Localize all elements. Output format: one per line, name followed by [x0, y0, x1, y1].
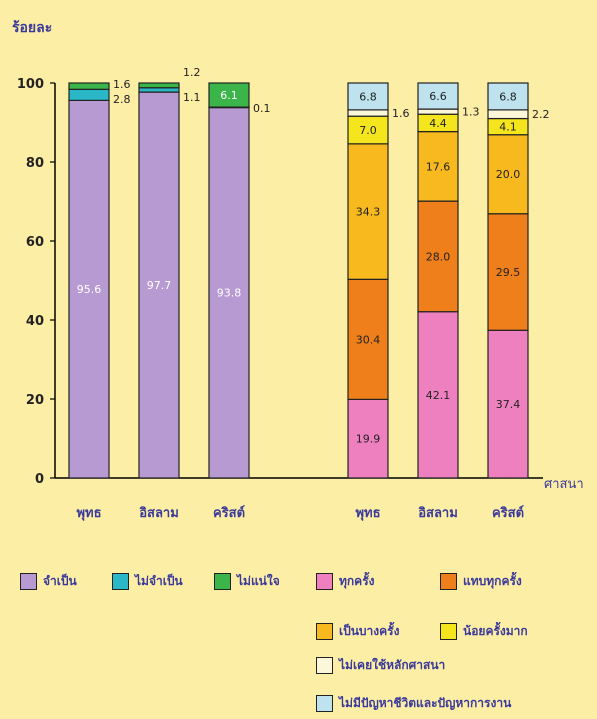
y-tick-label: 100 — [17, 77, 44, 92]
bar-segment — [487, 109, 529, 120]
bar-segment — [347, 143, 389, 280]
x-tick-label: อิสลาม — [418, 506, 458, 521]
bar-segment — [417, 82, 459, 110]
y-axis-label: ร้อยละ — [12, 20, 52, 36]
bar-segment — [347, 278, 389, 400]
x-tick-label: อิสลาม — [139, 506, 179, 521]
y-tick-label: 40 — [26, 314, 44, 329]
bar-segment — [208, 106, 250, 479]
x-axis-label: ศาสนา — [544, 477, 584, 492]
data-label: 93.8 — [217, 287, 242, 300]
data-label: 97.7 — [147, 279, 172, 292]
bar-segment — [347, 398, 389, 479]
data-label: 20.0 — [496, 168, 521, 181]
data-label: 28.0 — [426, 250, 451, 263]
data-label: 95.6 — [77, 283, 102, 296]
data-label: 2.8 — [113, 93, 131, 106]
bar-segment — [138, 91, 180, 479]
bar-segment — [417, 108, 459, 115]
bar-segment — [68, 99, 110, 479]
data-label: 7.0 — [359, 124, 377, 137]
data-label: 29.5 — [496, 266, 521, 279]
data-label: 0.1 — [253, 102, 271, 115]
data-label: 17.6 — [426, 160, 451, 173]
x-tick-label: คริสต์ — [492, 505, 524, 521]
data-label: 2.2 — [532, 108, 550, 121]
bar-segment — [417, 200, 459, 313]
bar-segment — [347, 109, 389, 117]
data-label: 1.6 — [113, 78, 131, 91]
bar-segment — [68, 82, 110, 90]
data-label: 1.6 — [392, 107, 410, 120]
data-label: 34.3 — [356, 206, 381, 219]
data-label: 6.8 — [499, 90, 517, 103]
data-label: 1.2 — [183, 66, 201, 79]
data-label: 4.4 — [429, 117, 447, 130]
data-label: 4.1 — [499, 121, 517, 134]
y-tick-label: 80 — [26, 156, 44, 171]
y-tick-label: 0 — [35, 472, 44, 487]
bar-segment — [68, 88, 110, 101]
bar-segment — [208, 82, 250, 108]
data-label: 30.4 — [356, 333, 381, 346]
data-label: 1.3 — [462, 106, 480, 119]
data-label: 6.6 — [429, 90, 447, 103]
x-tick-label: พุทธ — [355, 506, 380, 521]
data-label: 6.1 — [220, 89, 238, 102]
data-label: 1.1 — [183, 91, 201, 104]
x-tick-label: คริสต์ — [213, 505, 245, 521]
data-label: 6.8 — [359, 90, 377, 103]
data-label: 42.1 — [426, 389, 451, 402]
y-tick-label: 60 — [26, 235, 44, 250]
data-label: 19.9 — [356, 433, 381, 446]
bar-segment — [138, 87, 180, 93]
bar-segment — [347, 82, 389, 111]
plot-area: 0 20 40 60 80 100 95.6 2.8 1.6 พุทธ 97.7 1.1 1.2 อิสล… — [17, 66, 550, 521]
bar-segment — [347, 115, 389, 145]
bar-segment — [417, 130, 459, 202]
bar-segment — [417, 311, 459, 479]
bar-segment — [138, 82, 180, 89]
data-label: 37.4 — [496, 398, 521, 411]
y-tick-label: 20 — [26, 393, 44, 408]
bar-segment — [487, 82, 529, 111]
bar-segment — [487, 329, 529, 479]
bar-segment — [487, 134, 529, 215]
bar-segment — [487, 213, 529, 331]
x-tick-label: พุทธ — [76, 506, 101, 521]
